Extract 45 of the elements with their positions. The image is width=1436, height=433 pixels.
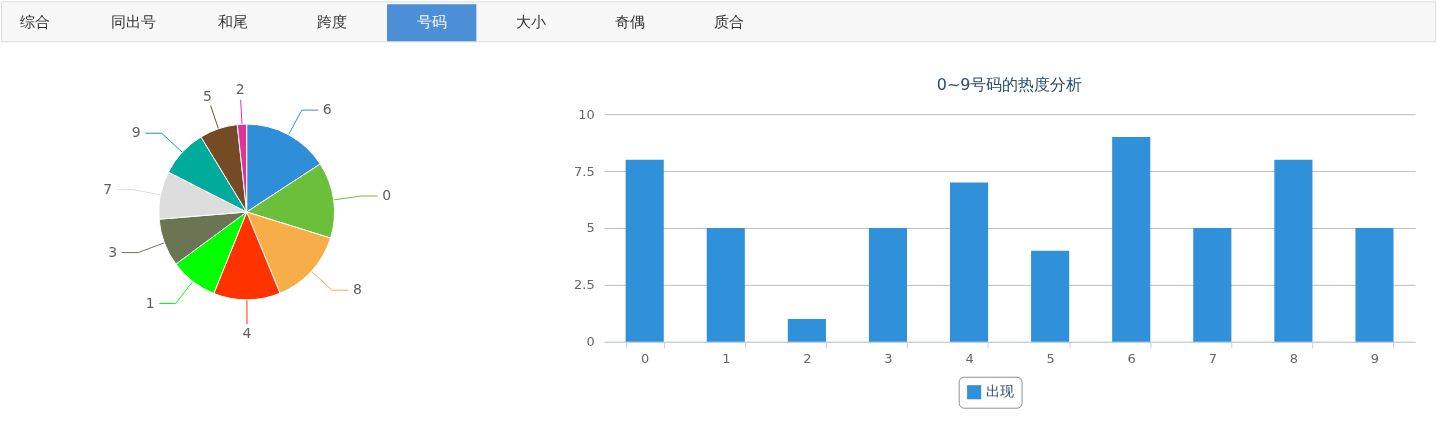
- y-tick-label: 7.5: [574, 163, 595, 179]
- bar: [1031, 250, 1070, 342]
- bar: [868, 227, 908, 342]
- category-label: 同出号: [111, 13, 157, 32]
- bar: [949, 182, 989, 342]
- category-label: 大小: [515, 13, 546, 32]
- category-label: 综合: [19, 13, 50, 32]
- x-tick-label: 3: [884, 351, 893, 367]
- bar: [1193, 227, 1232, 342]
- category-label: 奇偶: [615, 13, 646, 32]
- slice-label: 6: [322, 101, 332, 118]
- category-label: 号码: [416, 13, 447, 32]
- slice-label: 4: [242, 324, 252, 341]
- x-tick-label: 5: [1046, 351, 1055, 367]
- legend-label: 出现: [985, 383, 1014, 400]
- bar: [787, 319, 826, 342]
- x-tick-label: 0: [641, 351, 650, 367]
- x-tick-label: 9: [1370, 351, 1380, 367]
- y-tick-label: 10: [578, 106, 595, 122]
- x-tick-label: 6: [1127, 351, 1136, 367]
- slice-label: 1: [145, 294, 155, 311]
- y-tick-label: 0: [586, 334, 595, 350]
- category-label: 跨度: [317, 13, 348, 32]
- x-tick-label: 1: [722, 351, 731, 367]
- category-label: 质合: [714, 13, 745, 32]
- slice-label: 5: [203, 87, 212, 104]
- slice-label: 9: [131, 124, 141, 141]
- slice-label: 3: [108, 243, 118, 260]
- x-tick-label: 7: [1208, 351, 1217, 367]
- slice-label: 7: [103, 180, 113, 197]
- x-tick-label: 8: [1289, 351, 1299, 367]
- x-tick-label: 2: [803, 351, 812, 367]
- category-label: 和尾: [218, 13, 249, 32]
- y-tick-label: 5: [586, 220, 595, 236]
- slice-label: 8: [353, 281, 362, 298]
- x-tick-label: 4: [965, 351, 974, 367]
- bar: [1112, 136, 1151, 342]
- slice-label: 0: [382, 187, 392, 204]
- bar: [625, 159, 664, 342]
- bar: [706, 227, 745, 342]
- slice-label: 2: [235, 81, 245, 98]
- chart-title: 0~9号码的热度分析: [936, 75, 1083, 95]
- y-tick-label: 2.5: [574, 277, 595, 293]
- bar: [1274, 159, 1313, 342]
- bar: [1355, 227, 1394, 342]
